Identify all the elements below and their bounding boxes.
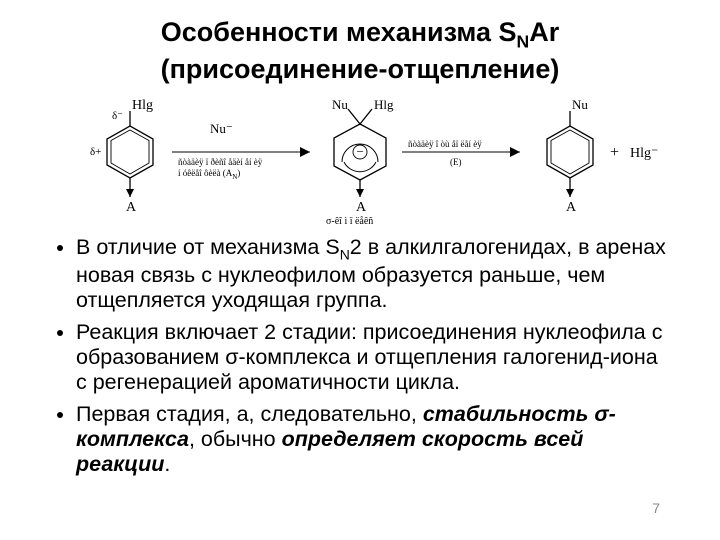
label-nu-top3: Nu — [572, 97, 588, 112]
title-line2: (присоединение-отщепление) — [161, 54, 560, 84]
product-ring: Nu A — [547, 97, 593, 215]
reaction-diagram: Hlg δ⁻ δ+ A Nu⁻ ñòàäèÿ ï ðèñî åäèí åí èÿ… — [50, 97, 670, 227]
label-hlg-leave: Hlg⁻ — [630, 146, 658, 161]
svg-text:+: + — [610, 144, 619, 161]
title-line1-sub: N — [517, 31, 530, 51]
label-a-3: A — [566, 200, 577, 215]
sigma-complex-ring: − Nu Hlg A σ-êî ì ï ëåêñ — [326, 97, 394, 227]
label-a-1: A — [126, 200, 137, 215]
bullet-list: В отличие от механизма SN2 в алкилгалоге… — [48, 235, 672, 478]
leaving-group: + Hlg⁻ — [610, 144, 658, 161]
arrow1-line2-group: í óêëåî ôèëà (AN) — [178, 168, 240, 181]
label-hlg1: Hlg — [132, 98, 153, 113]
label-nu-top2: Nu — [332, 97, 348, 112]
label-delta-minus: δ⁻ — [112, 110, 123, 122]
label-delta-plus: δ+ — [90, 146, 101, 158]
label-hlg-top2: Hlg — [374, 97, 394, 112]
arrow2-line2: (E) — [450, 157, 462, 167]
label-a-2: A — [356, 200, 367, 215]
arrow-step1: Nu⁻ ñòàäèÿ ï ðèñî åäèí åí èÿ í óêëåî ôèë… — [172, 121, 310, 181]
bullet-2: Реакция включает 2 стадии: присоединения… — [76, 320, 672, 396]
bullet-1: В отличие от механизма SN2 в алкилгалоге… — [76, 235, 672, 313]
label-sigma-complex: σ-êî ì ï ëåêñ — [326, 216, 373, 227]
label-nu-anion: Nu⁻ — [210, 121, 233, 136]
arrow1-line1: ñòàäèÿ ï ðèñî åäèí åí èÿ — [178, 157, 263, 167]
page-number: 7 — [652, 500, 660, 516]
title-line1-prefix: Особенности механизма S — [161, 17, 517, 47]
slide-title: Особенности механизма SNAr (присоединени… — [48, 16, 672, 87]
reactant-ring: Hlg δ⁻ δ+ A — [90, 98, 153, 215]
bullet-3: Первая стадия, а, следовательно, стабиль… — [76, 402, 672, 478]
title-line1-suffix: Ar — [529, 17, 559, 47]
label-minus: − — [357, 144, 364, 159]
arrow2-line1: ñòàäèÿ î òù åï ëåí èÿ — [408, 139, 482, 149]
arrow-step2: ñòàäèÿ î òù åï ëåí èÿ (E) — [402, 139, 520, 167]
